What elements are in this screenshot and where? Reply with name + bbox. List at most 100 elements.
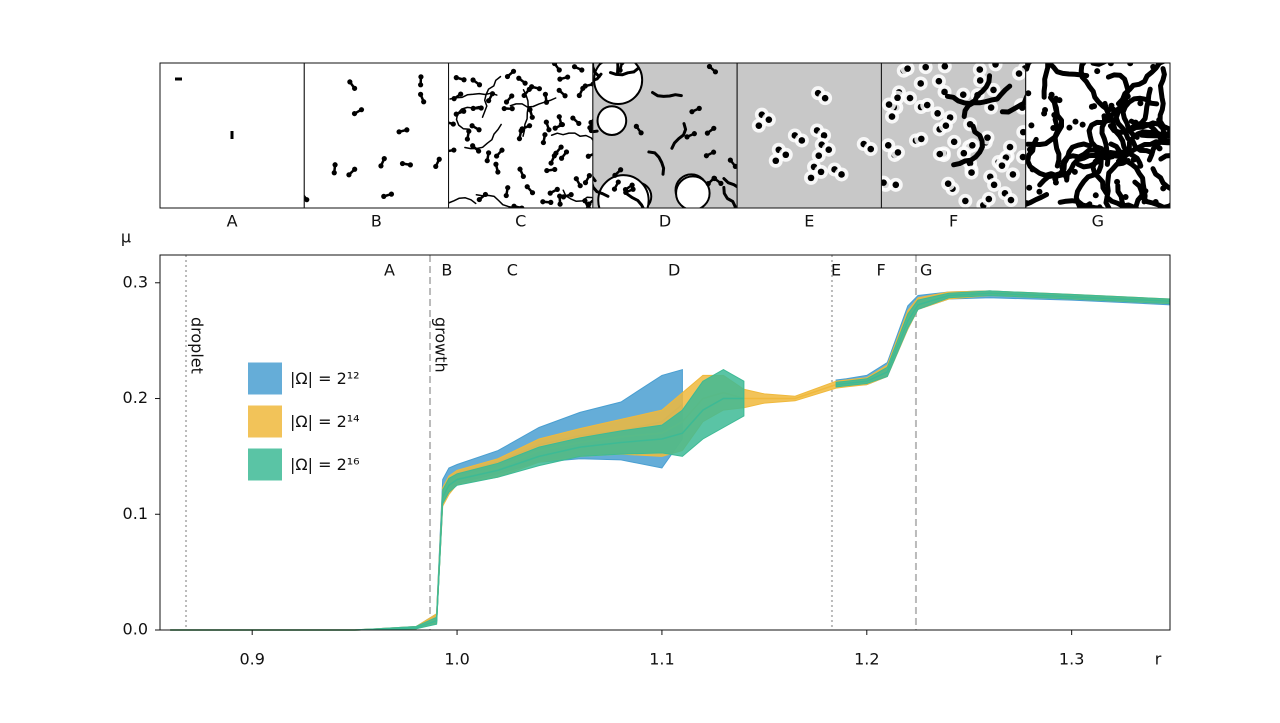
pattern	[707, 64, 712, 69]
panel-label: G	[1092, 212, 1104, 231]
pattern	[477, 82, 482, 87]
y-tick-label: 0.0	[123, 620, 148, 639]
pattern	[542, 132, 547, 137]
x-tick-label: 0.9	[239, 650, 264, 669]
pattern	[509, 93, 514, 98]
pattern	[969, 142, 976, 149]
pattern	[618, 68, 623, 73]
pattern	[689, 109, 694, 114]
pattern	[544, 100, 549, 105]
pattern	[1114, 179, 1120, 185]
pattern	[799, 137, 806, 144]
pattern	[634, 124, 639, 129]
pattern	[382, 156, 387, 161]
pattern	[543, 92, 548, 97]
pattern	[612, 186, 617, 191]
pattern	[711, 126, 716, 131]
pattern	[822, 95, 829, 102]
pattern	[1028, 122, 1034, 128]
pattern	[552, 153, 557, 158]
pattern	[548, 191, 553, 196]
pattern	[1007, 144, 1014, 151]
pattern	[530, 190, 535, 195]
pattern	[520, 126, 525, 131]
pattern	[1072, 119, 1078, 125]
pattern	[347, 79, 352, 84]
pattern	[711, 150, 716, 155]
pattern	[583, 83, 588, 88]
pattern	[1049, 92, 1055, 98]
region-label: C	[507, 261, 518, 280]
pattern	[1106, 117, 1112, 123]
pattern	[559, 156, 564, 161]
panel	[299, 63, 448, 208]
pattern	[505, 74, 510, 79]
y-tick-label: 0.3	[123, 272, 148, 291]
pattern	[1094, 68, 1100, 74]
pattern	[461, 77, 466, 82]
legend-swatch	[248, 449, 282, 481]
panel	[435, 61, 605, 214]
pattern	[630, 187, 635, 192]
pattern	[586, 154, 591, 159]
pattern	[557, 67, 562, 72]
panel-label: C	[515, 212, 526, 231]
pattern	[465, 136, 470, 141]
pattern	[1051, 112, 1057, 118]
pattern	[598, 175, 648, 225]
pattern	[1131, 157, 1137, 163]
panel-label: A	[227, 212, 238, 231]
pattern	[988, 104, 995, 111]
reference-label: droplet	[188, 317, 207, 374]
pattern	[1030, 166, 1036, 172]
pattern	[332, 162, 337, 167]
pattern	[493, 162, 498, 167]
pattern	[557, 202, 562, 207]
pattern	[471, 106, 476, 111]
pattern	[934, 110, 941, 117]
pattern	[546, 127, 551, 132]
pattern	[466, 129, 471, 134]
pattern	[451, 147, 456, 152]
panel	[876, 57, 1040, 212]
pattern	[574, 176, 579, 181]
pattern	[886, 101, 893, 108]
pattern	[1052, 176, 1058, 182]
legend: |Ω| = 2¹²|Ω| = 2¹⁴|Ω| = 2¹⁶	[248, 363, 360, 481]
pattern	[504, 99, 509, 104]
pattern	[400, 161, 405, 166]
region-label: A	[384, 261, 395, 280]
pattern	[476, 148, 481, 153]
pattern	[1153, 199, 1159, 205]
pattern	[1093, 192, 1099, 198]
region-label: D	[668, 261, 680, 280]
pattern	[1010, 171, 1017, 178]
pattern	[756, 122, 763, 129]
pattern	[1080, 122, 1086, 128]
legend-swatch	[248, 406, 282, 438]
pattern	[579, 67, 584, 72]
pattern	[616, 43, 618, 73]
x-tick-label: 1.2	[854, 650, 879, 669]
pattern	[612, 173, 617, 178]
pattern	[936, 151, 943, 158]
pattern	[352, 111, 357, 116]
pattern	[961, 150, 968, 157]
x-tick-label: 1.3	[1059, 650, 1084, 669]
pattern	[495, 169, 500, 174]
pattern	[537, 86, 542, 91]
pattern	[623, 190, 628, 195]
pattern	[522, 93, 527, 98]
pattern	[960, 91, 967, 98]
pattern	[578, 183, 583, 188]
pattern	[728, 158, 733, 163]
pattern	[1157, 145, 1163, 151]
region-label: F	[877, 261, 886, 280]
pattern	[867, 146, 874, 153]
pattern	[684, 134, 689, 139]
legend-label: |Ω| = 2¹⁴	[290, 412, 360, 431]
pattern	[976, 66, 983, 73]
pattern	[697, 106, 702, 111]
